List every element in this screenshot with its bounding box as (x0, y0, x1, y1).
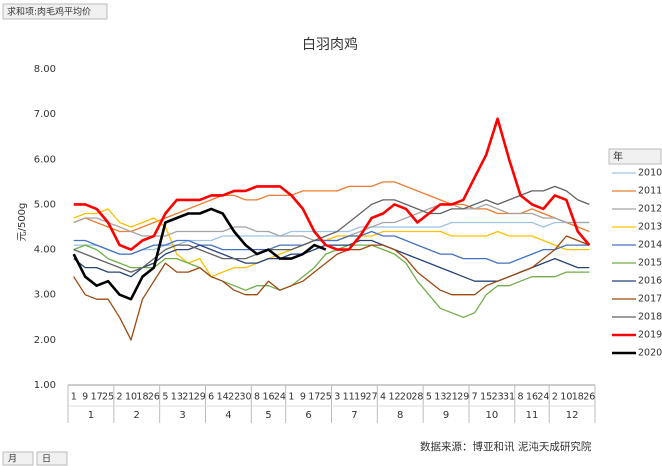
series-line (73, 235, 590, 341)
legend-label: 2015 (638, 258, 662, 269)
legend-label: 2010 (638, 168, 662, 179)
legend-label: 2011 (638, 186, 662, 197)
month-label: 1 (88, 410, 94, 421)
month-label: 6 (305, 410, 311, 421)
x-tick-label: 21 (446, 392, 458, 403)
month-label: 12 (566, 410, 579, 421)
y-axis-label: 元/500g (17, 203, 28, 242)
x-tick-label: 3 (334, 392, 340, 403)
series-line (72, 207, 327, 301)
x-tick-label: 18 (572, 392, 584, 403)
x-tick-label: 17 (308, 392, 320, 403)
month-label: 2 (134, 410, 140, 421)
x-tick-label: 25 (102, 392, 114, 403)
x-tick-label: 15 (480, 392, 492, 403)
x-tick-label: 13 (434, 392, 446, 403)
month-label: 11 (526, 410, 539, 421)
legend-label: 2013 (638, 222, 662, 233)
x-tick-label: 9 (82, 392, 88, 403)
month-label: 7 (351, 410, 357, 421)
x-tick-label: 8 (254, 392, 260, 403)
y-tick-label: 4.00 (34, 245, 56, 256)
y-tick-label: 1.00 (34, 380, 56, 391)
x-tick-label: 12 (388, 392, 400, 403)
x-tick-label: 24 (274, 392, 286, 403)
legend-label: 2016 (638, 276, 662, 287)
x-tick-label: 25 (320, 392, 332, 403)
y-tick-label: 7.00 (34, 109, 56, 120)
y-tick-label: 5.00 (34, 199, 56, 210)
legend-header[interactable] (608, 148, 662, 165)
month-label: 4 (225, 410, 231, 421)
x-tick-label: 8 (518, 392, 524, 403)
month-label: 9 (443, 410, 449, 421)
month-label: 3 (179, 410, 185, 421)
x-tick-label: 2 (552, 392, 558, 403)
x-tick-label: 31 (503, 392, 515, 403)
x-tick-label: 14 (217, 392, 229, 403)
x-tick-label: 22 (228, 392, 240, 403)
x-tick-label: 10 (560, 392, 572, 403)
x-tick-label: 1 (71, 392, 77, 403)
series-line (73, 185, 590, 273)
row-button[interactable] (2, 451, 34, 466)
x-tick-label: 5 (162, 392, 168, 403)
x-tick-label: 23 (492, 392, 504, 403)
y-tick-label: 2.00 (34, 335, 56, 346)
legend-label: 2018 (638, 312, 662, 323)
x-tick-label: 20 (400, 392, 412, 403)
x-tick-label: 26 (148, 392, 160, 403)
x-tick-label: 29 (194, 392, 206, 403)
row-button-label: 月 (8, 454, 17, 465)
x-tick-label: 13 (171, 392, 183, 403)
x-tick-label: 11 (343, 392, 355, 403)
x-tick-label: 10 (125, 392, 137, 403)
legend-label: 2020 (638, 348, 662, 359)
series-line (73, 244, 590, 318)
series-line (73, 208, 590, 278)
source: 数据来源：博亚和讯 泥沌天成研究院 (420, 440, 592, 453)
x-tick-label: 9 (300, 392, 306, 403)
x-tick-label: 27 (366, 392, 378, 403)
x-tick-label: 16 (262, 392, 274, 403)
legend-title: 年 (613, 150, 623, 163)
y-tick-label: 6.00 (34, 154, 56, 165)
x-tick-label: 5 (426, 392, 432, 403)
filter-button[interactable] (2, 3, 108, 20)
x-tick-label: 7 (472, 392, 478, 403)
row-button-label: 日 (42, 454, 51, 465)
series-line (73, 117, 591, 251)
x-tick-label: 29 (457, 392, 469, 403)
x-tick-label: 4 (380, 392, 386, 403)
x-tick-label: 17 (91, 392, 103, 403)
x-tick-label: 18 (136, 392, 148, 403)
month-label: 5 (265, 410, 271, 421)
chart-title: 白羽肉鸡 (302, 36, 358, 53)
x-tick-label: 21 (182, 392, 194, 403)
legend-label: 2014 (638, 240, 662, 251)
x-tick-label: 28 (411, 392, 423, 403)
x-tick-label: 1 (288, 392, 294, 403)
x-tick-label: 24 (537, 392, 549, 403)
x-tick-label: 16 (526, 392, 538, 403)
filter-button-label: 求和项:肉毛鸡平均价 (7, 6, 91, 18)
x-tick-label: 26 (583, 392, 595, 403)
x-tick-label: 19 (354, 392, 366, 403)
legend-label: 2017 (638, 294, 662, 305)
legend-label: 2012 (638, 204, 662, 215)
y-tick-label: 3.00 (34, 290, 56, 301)
series-line (73, 181, 590, 233)
month-label: 10 (486, 410, 499, 421)
y-tick-label: 8.00 (34, 64, 56, 75)
x-tick-label: 6 (208, 392, 214, 403)
legend-label: 2019 (638, 330, 662, 341)
row-button[interactable] (36, 451, 68, 466)
month-label: 8 (397, 410, 403, 421)
x-tick-label: 2 (117, 392, 123, 403)
x-tick-label: 30 (240, 392, 252, 403)
